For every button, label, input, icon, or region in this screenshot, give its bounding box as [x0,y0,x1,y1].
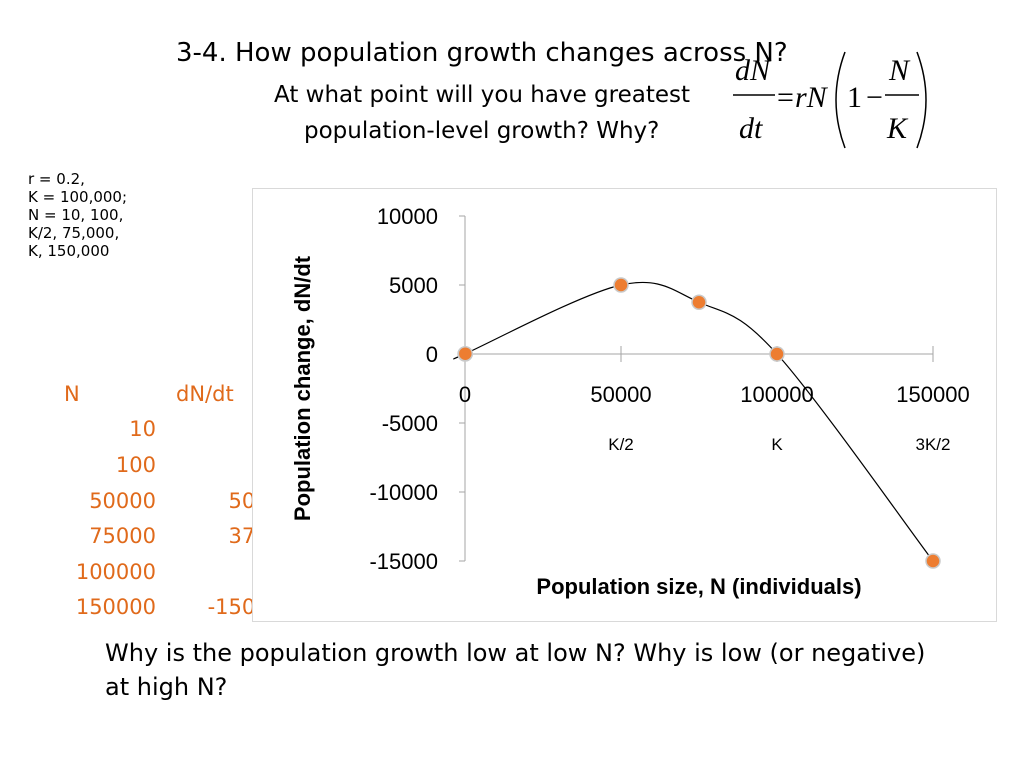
formula-dt: dt [739,112,763,145]
x-tick-label: 150000 [896,382,969,407]
x-tick-label: 50000 [590,382,651,407]
formula-left-paren [835,51,846,149]
x-annotation-label: K/2 [608,435,634,454]
data-point [691,294,707,310]
table-row: 10020 [30,447,282,483]
formula-rn: rN [795,81,829,114]
y-tick-label: 10000 [377,204,438,229]
param-line: K, 150,000 [28,242,110,260]
param-line: r = 0.2, [28,170,85,188]
table-cell-n: 10 [129,417,156,442]
table-cell-n: 100000 [75,559,156,584]
formula-one: 1 [847,81,862,114]
slide-title: 3-4. How population growth changes acros… [176,38,788,68]
x-tick-label: 100000 [740,382,813,407]
y-axis-title: Population change, dN/dt [290,255,315,521]
y-tick-label: -10000 [369,480,438,505]
data-point [769,346,785,362]
table-row: 750003750 [30,518,282,554]
x-axis-title: Population size, N (individuals) [536,574,861,599]
param-line: N = 10, 100, [28,206,124,224]
slide-subtitle-line1: At what point will you have greatest [274,82,691,108]
table-header-dndt: dN/dt [176,381,234,406]
formula-equals: = [777,81,794,114]
formula-minus: − [866,81,883,114]
table-cell-n: 100 [115,452,156,477]
x-annotation-label: K [771,435,783,454]
table-header-n: N [64,381,80,406]
data-point [925,553,941,569]
formula-right-paren [916,51,927,149]
x-tick-label: 0 [459,382,471,407]
discussion-question: Why is the population growth low at low … [105,639,926,701]
parameters-list: r = 0.2, K = 100,000; N = 10, 100, K/2, … [28,170,127,260]
table-cell-n: 150000 [75,595,156,620]
formula-n: N [888,54,911,87]
table-row: 102 [30,412,282,448]
x-annotation-label: 3K/2 [916,435,951,454]
table-cell-n: 50000 [89,488,156,513]
y-tick-label: 5000 [389,273,438,298]
table-header-row: N dN/dt [30,376,282,412]
param-line: K/2, 75,000, [28,224,120,242]
formula-k: K [886,112,909,145]
y-tick-label: -5000 [382,411,438,436]
chart-border [252,188,997,622]
y-tick-label: -15000 [369,549,438,574]
formula-dn: dN [735,54,772,87]
data-point [457,345,474,362]
table-row: 1000000 [30,554,282,590]
logistic-growth-formula: dN dt = rN 1 − N K [733,51,927,149]
param-line: K = 100,000; [28,188,128,206]
data-point [613,277,629,293]
table-row: 150000 -15000 [30,590,282,626]
slide-subtitle-line2: population-level growth? Why? [304,118,660,144]
table-cell-n: 75000 [89,524,156,549]
y-tick-label: 0 [426,342,438,367]
